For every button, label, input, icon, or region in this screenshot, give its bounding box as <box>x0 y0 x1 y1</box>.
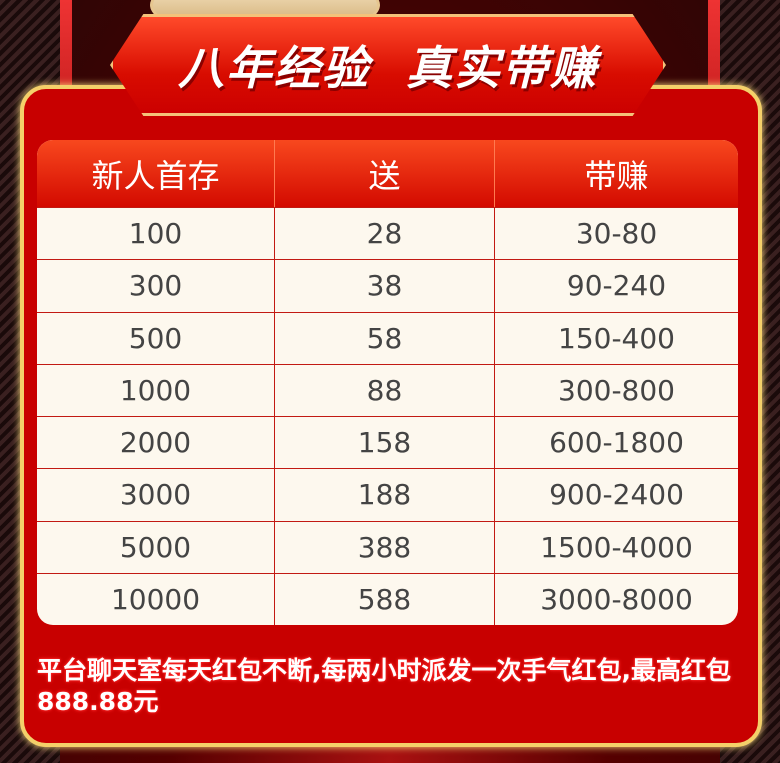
earn-cell: 90-240 <box>566 269 667 303</box>
table-row: 2000 158 600-1800 <box>37 416 738 469</box>
header-bonus: 送 <box>275 140 495 207</box>
earn-cell: 900-2400 <box>549 478 684 512</box>
notice-text: 平台聊天室每天红包不断,每两小时派发一次手气红包,最高红包888.88元 <box>37 656 731 716</box>
title-banner <box>110 14 666 116</box>
deposit-cell: 100 <box>37 208 275 260</box>
earn-cell: 300-800 <box>558 373 675 407</box>
earn-cell: 150-400 <box>558 321 675 355</box>
bonus-cell: 158 <box>275 417 495 469</box>
table-header: 新人首存 送 带赚 <box>37 140 738 207</box>
bonus-cell: 28 <box>275 208 495 260</box>
header-deposit: 新人首存 <box>37 140 275 207</box>
table-row: 500 58 150-400 <box>37 311 738 364</box>
deposit-cell: 300 <box>37 260 275 312</box>
table-row: 1000 88 300-800 <box>37 363 738 416</box>
bonus-cell: 88 <box>275 364 495 416</box>
table-row: 100 28 30-80 <box>37 207 738 260</box>
deposit-cell: 3000 <box>37 469 275 521</box>
table-row: 10000 588 3000-8000 <box>37 572 738 625</box>
bonus-cell: 388 <box>275 521 495 573</box>
bonus-table: 新人首存 送 带赚 100 28 30-80 300 38 90-240 500 58 150-… <box>37 140 738 625</box>
deposit-cell: 5000 <box>37 521 275 573</box>
header-earn: 带赚 <box>584 156 649 195</box>
deposit-cell: 1000 <box>37 364 275 416</box>
table-row: 3000 188 900-2400 <box>37 468 738 521</box>
bonus-cell: 38 <box>275 260 495 312</box>
earn-cell: 3000-8000 <box>540 582 693 616</box>
bonus-cell: 188 <box>275 469 495 521</box>
bonus-cell: 58 <box>275 312 495 364</box>
earn-cell: 600-1800 <box>549 426 684 460</box>
table-row: 5000 388 1500-4000 <box>37 520 738 573</box>
earn-cell: 30-80 <box>575 217 658 251</box>
table-row: 300 38 90-240 <box>37 259 738 312</box>
deposit-cell: 2000 <box>37 417 275 469</box>
bonus-cell: 588 <box>275 573 495 625</box>
banner-title: 八年经验 真实带赚 <box>177 41 598 95</box>
deposit-cell: 10000 <box>37 573 275 625</box>
earn-cell: 1500-4000 <box>540 530 693 564</box>
deposit-cell: 500 <box>37 312 275 364</box>
